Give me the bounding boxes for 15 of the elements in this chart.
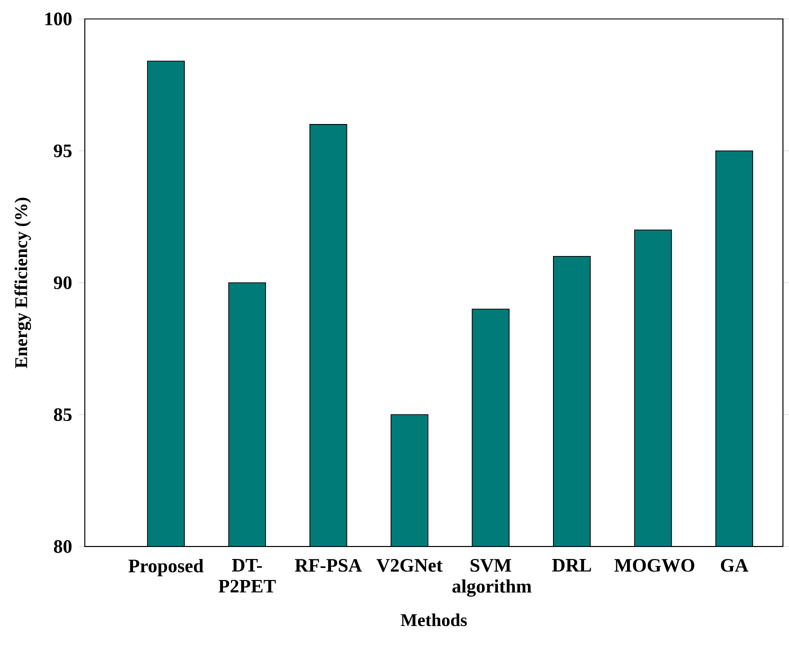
x-tick-label: DRL [552, 558, 592, 572]
x-tick-label: SVM algorithm [452, 558, 532, 597]
x-tick-label: RF-PSA [294, 558, 362, 572]
y-tick-label: 80 [54, 540, 72, 553]
x-tick-label: Proposed [128, 558, 204, 576]
x-axis-title: Methods [400, 613, 467, 626]
y-tick-label: 85 [54, 408, 72, 421]
y-tick-label: 95 [54, 144, 72, 158]
x-tick-label: MOGWO [614, 558, 694, 572]
x-tick-label: V2GNet [376, 558, 443, 572]
y-tick-label: 100 [45, 12, 72, 26]
y-axis-title: Energy Efficiency (%) [14, 198, 32, 368]
x-tick-label: DT-P2PET [218, 558, 276, 592]
y-tick-label: 90 [54, 276, 72, 290]
x-tick-label: GA [720, 558, 748, 572]
